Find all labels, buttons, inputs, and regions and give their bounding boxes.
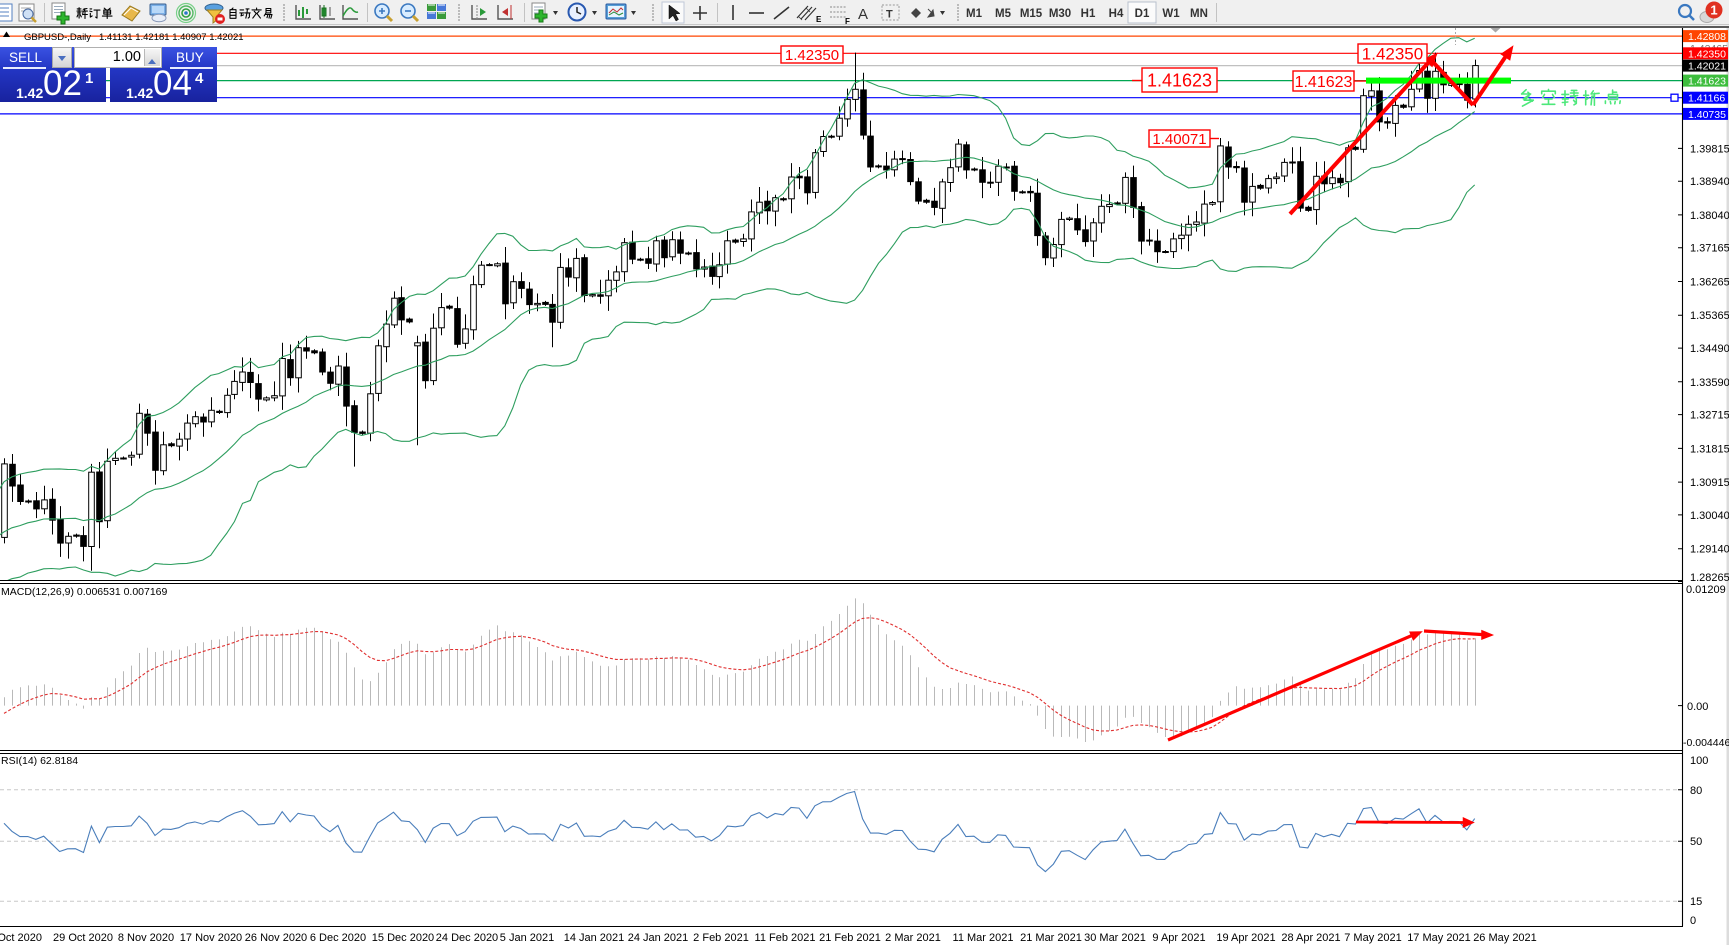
svg-text:20 Oct 2020: 20 Oct 2020	[0, 932, 42, 944]
svg-text:7 May 2021: 7 May 2021	[1344, 932, 1401, 944]
svg-text:1.31815: 1.31815	[1690, 443, 1729, 455]
svg-text:1.42021: 1.42021	[1688, 61, 1726, 73]
svg-text:8 Nov 2020: 8 Nov 2020	[118, 932, 174, 944]
svg-text:1.38940: 1.38940	[1690, 176, 1729, 188]
svg-text:5 Jan 2021: 5 Jan 2021	[500, 932, 554, 944]
svg-text:24 Dec 2020: 24 Dec 2020	[436, 932, 498, 944]
svg-text:30 Mar 2021: 30 Mar 2021	[1084, 932, 1146, 944]
svg-text:1.29140: 1.29140	[1690, 544, 1729, 556]
svg-text:80: 80	[1690, 785, 1702, 797]
svg-text:17 May 2021: 17 May 2021	[1407, 932, 1471, 944]
svg-text:1.33590: 1.33590	[1690, 377, 1729, 389]
svg-text:11 Mar 2021: 11 Mar 2021	[953, 932, 1014, 944]
svg-text:1.41623: 1.41623	[1147, 70, 1212, 90]
svg-text:1.38040: 1.38040	[1690, 210, 1729, 222]
svg-text:1.34490: 1.34490	[1690, 343, 1729, 355]
svg-text:28 Apr 2021: 28 Apr 2021	[1281, 932, 1340, 944]
svg-text:24 Jan 2021: 24 Jan 2021	[628, 932, 689, 944]
svg-text:1.41623: 1.41623	[1688, 76, 1726, 88]
svg-text:1.40735: 1.40735	[1688, 109, 1726, 121]
svg-text:-0.004446: -0.004446	[1683, 737, 1729, 749]
svg-text:100: 100	[1690, 755, 1708, 767]
svg-text:1.37165: 1.37165	[1690, 243, 1729, 255]
svg-text:14 Jan 2021: 14 Jan 2021	[564, 932, 625, 944]
svg-text:0.01209: 0.01209	[1686, 584, 1726, 596]
svg-text:1.40071: 1.40071	[1152, 131, 1206, 148]
svg-text:0: 0	[1690, 915, 1696, 927]
svg-text:M30: M30	[1049, 8, 1071, 20]
svg-text:1.39815: 1.39815	[1690, 143, 1729, 155]
svg-text:2 Mar 2021: 2 Mar 2021	[885, 932, 941, 944]
svg-text:1.35365: 1.35365	[1690, 310, 1729, 322]
svg-text:RSI(14) 62.8184: RSI(14) 62.8184	[1, 755, 78, 767]
svg-text:26 May 2021: 26 May 2021	[1473, 932, 1537, 944]
svg-text:1.41623: 1.41623	[1295, 74, 1353, 91]
svg-text:1: 1	[1710, 3, 1717, 18]
svg-text:50: 50	[1690, 836, 1702, 848]
svg-text:W1: W1	[1162, 8, 1180, 20]
svg-text:29 Oct 2020: 29 Oct 2020	[53, 932, 113, 944]
svg-text:D1: D1	[1135, 8, 1150, 20]
svg-text:17 Nov 2020: 17 Nov 2020	[180, 932, 242, 944]
svg-text:1.30915: 1.30915	[1690, 477, 1729, 489]
svg-text:M5: M5	[995, 8, 1012, 20]
svg-text:1.41166: 1.41166	[1688, 93, 1725, 105]
svg-text:11 Feb 2021: 11 Feb 2021	[755, 932, 816, 944]
svg-text:1.36265: 1.36265	[1690, 277, 1729, 289]
svg-text:1.32715: 1.32715	[1690, 410, 1729, 422]
svg-text:1.42350: 1.42350	[1688, 48, 1726, 60]
svg-text:M15: M15	[1020, 8, 1043, 20]
svg-text:MN: MN	[1190, 8, 1208, 20]
svg-text:9 Apr 2021: 9 Apr 2021	[1152, 932, 1205, 944]
svg-text:A: A	[858, 6, 868, 23]
svg-text:15: 15	[1690, 896, 1702, 908]
svg-text:6 Dec 2020: 6 Dec 2020	[310, 932, 366, 944]
svg-text:H4: H4	[1109, 8, 1124, 20]
svg-text:19 Apr 2021: 19 Apr 2021	[1216, 932, 1275, 944]
svg-text:21 Mar 2021: 21 Mar 2021	[1020, 932, 1082, 944]
svg-text:GBPUSD-,Daily 1.41131 1.4218: GBPUSD-,Daily 1.41131 1.42181 1.40907 1.…	[24, 32, 244, 43]
svg-text:M1: M1	[966, 8, 983, 20]
svg-text:26 Nov 2020: 26 Nov 2020	[245, 932, 307, 944]
svg-text:H1: H1	[1081, 8, 1096, 20]
svg-text:MACD(12,26,9) 0.006531 0.00716: MACD(12,26,9) 0.006531 0.007169	[1, 586, 168, 598]
svg-text:1.42808: 1.42808	[1688, 31, 1726, 43]
svg-text:0.00: 0.00	[1687, 701, 1708, 713]
svg-text:2 Feb 2021: 2 Feb 2021	[693, 932, 749, 944]
svg-text:21 Feb 2021: 21 Feb 2021	[819, 932, 881, 944]
svg-text:F: F	[845, 17, 850, 26]
svg-text:1.30040: 1.30040	[1690, 510, 1729, 522]
svg-text:1.28265: 1.28265	[1690, 572, 1729, 584]
svg-text:1.42350: 1.42350	[785, 47, 839, 64]
svg-text:1.42350: 1.42350	[1362, 45, 1423, 64]
svg-text:E: E	[816, 15, 822, 24]
svg-text:T: T	[886, 9, 893, 21]
svg-text:15 Dec 2020: 15 Dec 2020	[372, 932, 434, 944]
